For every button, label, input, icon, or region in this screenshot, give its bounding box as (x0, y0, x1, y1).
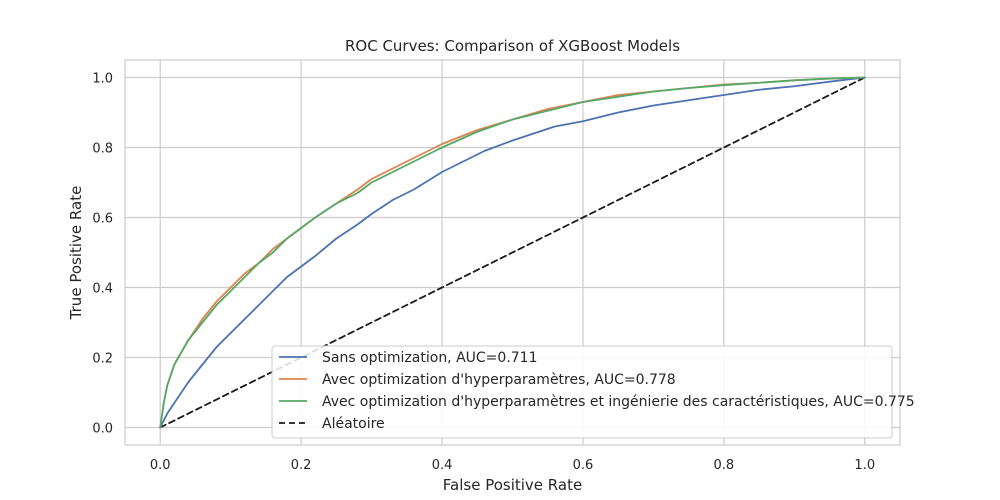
x-axis-label: False Positive Rate (443, 476, 582, 494)
series-line-0 (159, 76, 866, 429)
legend-box (271, 345, 893, 439)
x-tick-label: 0.2 (291, 458, 312, 473)
legend: Sans optimization, AUC=0.711 Avec optimiz… (271, 345, 915, 439)
legend-entry-0: Sans optimization, AUC=0.711 (322, 350, 538, 366)
y-tick-label: 0.6 (92, 212, 113, 227)
series-line-2 (159, 76, 866, 429)
x-tick-label: 0.4 (432, 458, 453, 473)
x-tick-label: 0.0 (150, 458, 171, 473)
x-tick-label: 0.8 (714, 458, 735, 473)
y-tick-label: 0.0 (92, 422, 113, 437)
x-tick-label: 1.0 (854, 458, 875, 473)
y-tick-label: 0.2 (92, 352, 113, 367)
y-tick-label: 0.4 (92, 282, 113, 297)
legend-entry-1: Avec optimization d'hyperparamètres, AUC… (322, 372, 676, 388)
x-axis-ticks: 0.0 0.2 0.4 0.6 0.8 1.0 (150, 458, 875, 473)
y-axis-ticks: 0.0 0.2 0.4 0.6 0.8 1.0 (92, 72, 113, 437)
y-tick-label: 1.0 (92, 72, 113, 87)
legend-entry-2: Avec optimization d'hyperparamètres et i… (322, 394, 915, 410)
x-tick-label: 0.6 (573, 458, 594, 473)
legend-entry-3: Aléatoire (322, 416, 385, 432)
y-tick-label: 0.8 (92, 142, 113, 157)
y-axis-label: True Positive Rate (67, 186, 85, 321)
chart-title: ROC Curves: Comparison of XGBoost Models (345, 37, 680, 55)
